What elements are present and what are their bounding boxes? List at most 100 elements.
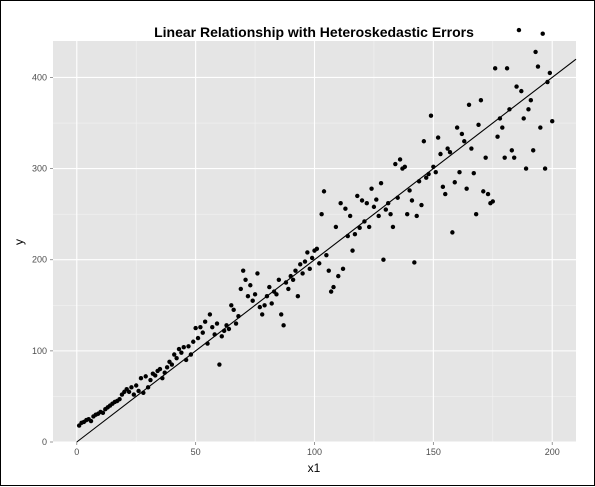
data-point bbox=[245, 293, 251, 299]
data-point bbox=[374, 197, 379, 202]
data-point bbox=[464, 186, 469, 191]
data-point bbox=[157, 366, 163, 372]
data-point bbox=[340, 266, 346, 272]
data-point bbox=[492, 66, 498, 71]
data-point bbox=[176, 346, 182, 352]
data-point bbox=[424, 175, 429, 180]
data-point bbox=[378, 180, 384, 186]
data-point bbox=[357, 225, 362, 231]
data-point bbox=[383, 207, 389, 212]
data-point bbox=[260, 312, 265, 317]
data-point bbox=[459, 131, 465, 137]
y-tick-label: 100 bbox=[32, 346, 47, 356]
data-point bbox=[485, 191, 491, 197]
y-tick-label: 200 bbox=[32, 255, 47, 265]
data-point bbox=[164, 365, 170, 370]
data-point bbox=[286, 286, 291, 292]
data-point bbox=[531, 148, 536, 153]
x-tick-label: 150 bbox=[426, 447, 441, 457]
data-point bbox=[371, 204, 377, 210]
data-point bbox=[473, 211, 479, 217]
data-point bbox=[319, 211, 324, 217]
data-point bbox=[528, 98, 534, 103]
data-point bbox=[535, 64, 541, 69]
data-point bbox=[421, 139, 427, 144]
data-point bbox=[317, 261, 322, 266]
data-point bbox=[502, 155, 507, 160]
data-point bbox=[274, 292, 279, 297]
fit-line bbox=[76, 58, 577, 443]
data-point bbox=[352, 232, 358, 237]
data-point bbox=[252, 292, 258, 297]
data-point bbox=[450, 230, 455, 235]
data-point bbox=[226, 326, 232, 332]
data-point bbox=[364, 201, 369, 206]
data-point bbox=[129, 385, 134, 390]
data-point bbox=[240, 268, 246, 273]
data-point bbox=[138, 376, 144, 381]
data-point bbox=[350, 248, 355, 253]
data-point bbox=[231, 307, 236, 313]
data-point bbox=[88, 418, 94, 424]
data-point bbox=[250, 298, 255, 303]
data-point bbox=[321, 189, 327, 194]
data-point bbox=[445, 146, 450, 151]
data-point bbox=[314, 246, 320, 251]
x-tick-label: 100 bbox=[307, 447, 322, 457]
data-point bbox=[148, 377, 153, 383]
data-point bbox=[500, 125, 505, 130]
data-point bbox=[414, 213, 419, 219]
data-point bbox=[302, 259, 308, 264]
data-point bbox=[388, 211, 393, 217]
data-point bbox=[191, 339, 196, 344]
data-point bbox=[469, 146, 474, 151]
data-point bbox=[428, 113, 434, 118]
data-point bbox=[100, 410, 106, 416]
data-point bbox=[309, 255, 315, 261]
data-point bbox=[538, 125, 543, 130]
data-point bbox=[300, 271, 305, 276]
data-point bbox=[195, 335, 201, 341]
data-point bbox=[186, 344, 191, 349]
data-point bbox=[243, 277, 248, 282]
data-point bbox=[412, 260, 417, 265]
data-point bbox=[447, 149, 453, 155]
data-point bbox=[238, 286, 244, 292]
data-point bbox=[550, 119, 555, 124]
data-point bbox=[134, 383, 139, 388]
data-point bbox=[343, 206, 348, 211]
data-point bbox=[298, 262, 303, 267]
data-point bbox=[540, 31, 545, 36]
data-point bbox=[390, 224, 396, 230]
data-point bbox=[179, 350, 184, 355]
data-point bbox=[490, 199, 495, 204]
data-point bbox=[307, 266, 312, 272]
data-point bbox=[269, 301, 274, 306]
x-tick-label: 200 bbox=[545, 447, 560, 457]
data-point bbox=[207, 312, 213, 317]
x-tick-label: 50 bbox=[191, 447, 201, 457]
data-point bbox=[131, 392, 137, 397]
data-point bbox=[516, 27, 522, 33]
data-point bbox=[433, 170, 438, 175]
x-axis-ticks: 0 50 100 150 200 bbox=[74, 442, 560, 457]
data-point bbox=[200, 330, 205, 335]
data-point bbox=[355, 193, 360, 199]
data-point bbox=[409, 198, 415, 203]
y-tick-label: 400 bbox=[32, 72, 47, 82]
data-point bbox=[338, 201, 343, 206]
data-point bbox=[483, 155, 488, 160]
data-point bbox=[440, 184, 446, 190]
data-point bbox=[279, 312, 284, 317]
data-point bbox=[462, 139, 467, 144]
data-point bbox=[514, 84, 519, 89]
data-point bbox=[193, 325, 198, 331]
data-point bbox=[202, 319, 208, 324]
data-point bbox=[229, 303, 234, 308]
data-point bbox=[542, 166, 548, 171]
data-point bbox=[481, 189, 486, 194]
data-point bbox=[255, 271, 260, 276]
data-point bbox=[262, 303, 267, 308]
data-point bbox=[117, 396, 122, 402]
